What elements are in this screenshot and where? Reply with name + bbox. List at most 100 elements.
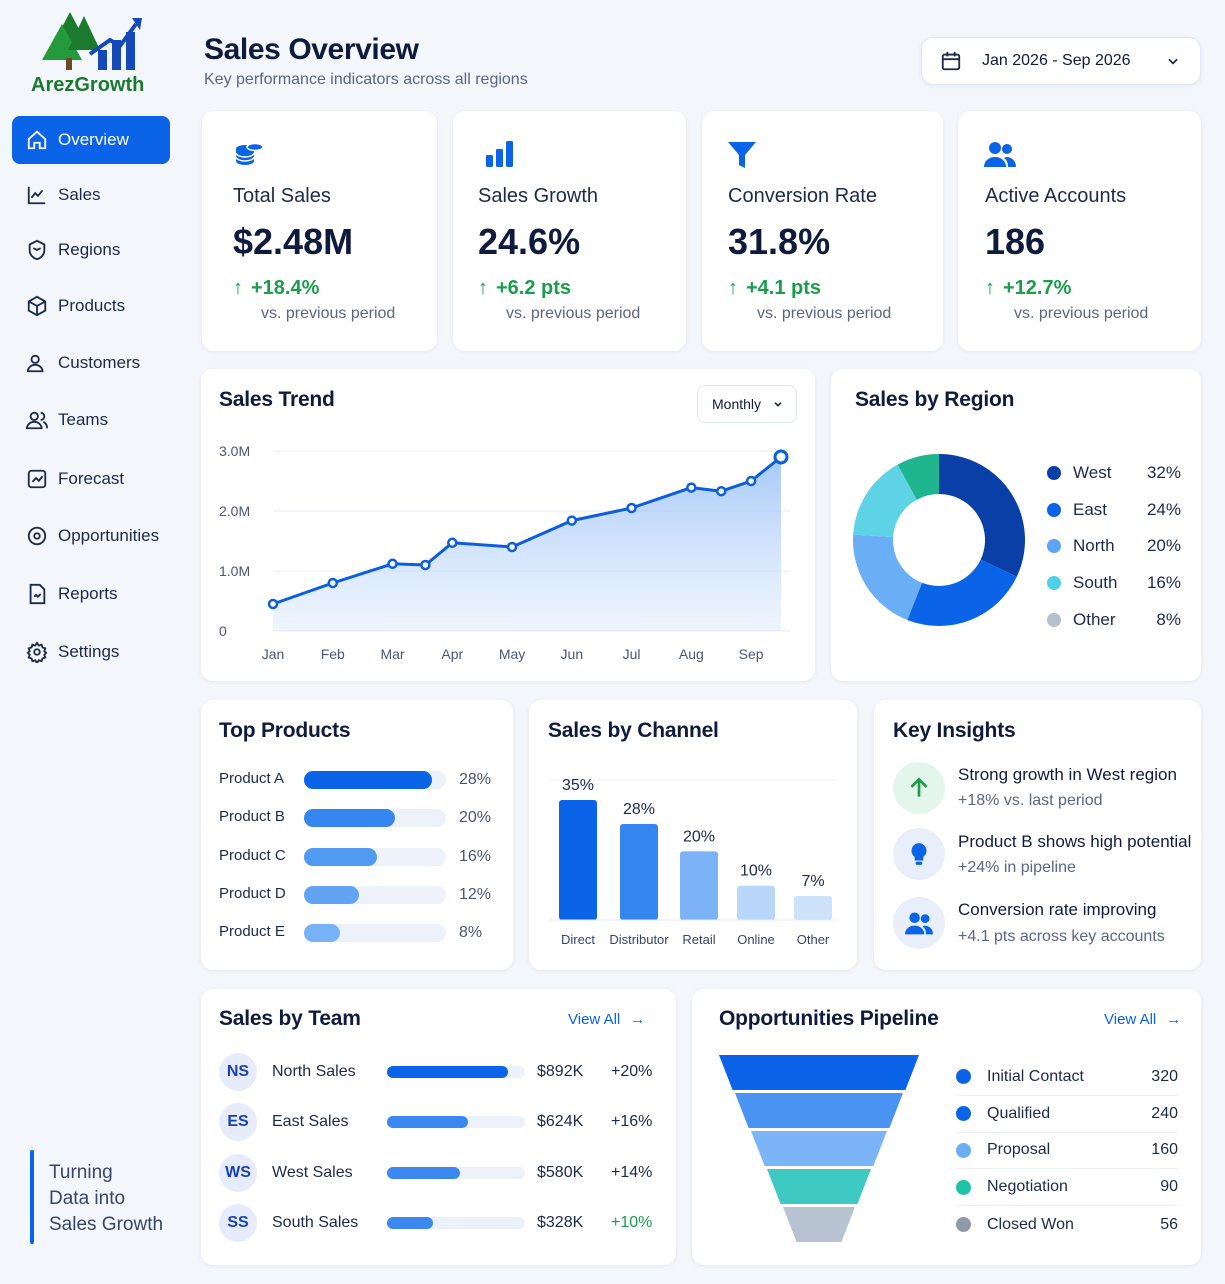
- trend-point[interactable]: [327, 577, 339, 589]
- channel-bar-distributor[interactable]: [620, 824, 658, 920]
- trend-point[interactable]: [715, 485, 727, 497]
- x-tick-label: Apr: [441, 646, 463, 662]
- legend-item: South 16%: [1047, 565, 1181, 602]
- arrow-right-icon: →: [630, 1011, 646, 1028]
- trend-point[interactable]: [626, 502, 637, 514]
- period-dropdown[interactable]: Monthly: [697, 385, 797, 423]
- kpi-card-active-accounts[interactable]: Active Accounts 186 ↑ +12.7% vs. previous…: [958, 111, 1201, 351]
- funnel-stage-0[interactable]: [719, 1055, 919, 1090]
- opportunities-pipeline-title: Opportunities Pipeline: [719, 1007, 939, 1030]
- pipeline-stage-value: 240: [1151, 1104, 1178, 1122]
- product-bar: [304, 809, 396, 828]
- team-avatar: WS: [219, 1153, 257, 1192]
- funnel-stage-1[interactable]: [735, 1093, 903, 1128]
- donut-slice-south[interactable]: [853, 464, 917, 538]
- legend-swatch: [1047, 466, 1061, 481]
- donut-slice-other[interactable]: [897, 454, 939, 500]
- insight-subtitle: +18% vs. last period: [958, 792, 1103, 809]
- trend-point[interactable]: [447, 537, 458, 549]
- sidebar-item-reports[interactable]: Reports: [12, 570, 170, 618]
- arrow-up-icon: ↑: [478, 277, 488, 299]
- arrow-right-icon: →: [1166, 1011, 1182, 1028]
- x-tick-label: Mar: [380, 646, 404, 662]
- box-icon: [27, 295, 47, 317]
- report-icon: [29, 583, 46, 605]
- date-range-picker[interactable]: Jan 2026 - Sep 2026: [921, 37, 1201, 85]
- funnel-stage-4[interactable]: [783, 1207, 855, 1242]
- sidebar-item-overview[interactable]: Overview: [12, 116, 170, 164]
- sidebar-item-teams[interactable]: Teams: [12, 396, 170, 444]
- funnel-stage-2[interactable]: [751, 1131, 887, 1166]
- sidebar-item-label: Products: [58, 296, 126, 315]
- channel-bar-retail[interactable]: [680, 851, 718, 920]
- pipeline-stage-label: Qualified: [987, 1104, 1051, 1122]
- user-icon: [26, 354, 44, 373]
- donut-slice-north[interactable]: [853, 534, 923, 620]
- donut-slice-west[interactable]: [939, 454, 1025, 577]
- product-value: 8%: [459, 924, 483, 942]
- opportunities-pipeline-card: Opportunities Pipeline View All → Initial…: [692, 989, 1201, 1265]
- target-icon: [27, 526, 47, 546]
- period-value: Monthly: [712, 396, 762, 412]
- insight-title: Product B shows high potential: [958, 832, 1192, 851]
- trend-point[interactable]: [745, 475, 757, 487]
- trend-point[interactable]: [686, 482, 697, 493]
- product-value: 16%: [459, 847, 492, 865]
- channel-value-label: 20%: [683, 828, 715, 845]
- brand-logo: [42, 12, 142, 70]
- kpi-card-total-sales[interactable]: Total Sales $2.48M ↑ +18.4% vs. previous …: [202, 111, 437, 351]
- legend-item: West 32%: [1047, 455, 1181, 492]
- channel-bar-direct[interactable]: [559, 800, 597, 920]
- legend-swatch: [956, 1106, 971, 1122]
- channel-bar-other[interactable]: [794, 896, 832, 920]
- sidebar-item-label: Sales: [58, 185, 101, 204]
- trend-icon: [27, 469, 47, 489]
- trend-point[interactable]: [506, 541, 518, 553]
- trend-point[interactable]: [387, 558, 398, 570]
- pipeline-stage-value: 320: [1151, 1067, 1178, 1085]
- pipeline-stage-label: Proposal: [987, 1141, 1051, 1159]
- funnel-stage-3[interactable]: [767, 1169, 871, 1204]
- view-all-teams-link[interactable]: View All →: [568, 1011, 645, 1028]
- sales-by-team-title: Sales by Team: [219, 1007, 361, 1030]
- sidebar-item-forecast[interactable]: Forecast: [12, 455, 170, 503]
- channel-bar-online[interactable]: [737, 885, 775, 920]
- view-all-pipeline-link[interactable]: View All →: [1104, 1011, 1181, 1028]
- top-products-card: Top Products Product A 28% Product B 20% Pro…: [201, 700, 513, 970]
- product-bar: [304, 847, 377, 866]
- legend-value: 24%: [1146, 499, 1181, 519]
- page-subtitle: Key performance indicators across all re…: [204, 71, 528, 88]
- team-amount: $892K: [537, 1063, 584, 1080]
- channel-category-label: Distributor: [609, 932, 669, 947]
- view-all-label: View All: [1104, 1011, 1157, 1028]
- sidebar-item-label: Regions: [58, 240, 121, 259]
- legend-label: South: [1073, 573, 1118, 593]
- trend-point[interactable]: [267, 598, 279, 610]
- product-label: Product E: [219, 923, 285, 941]
- sidebar-item-sales[interactable]: Sales: [12, 171, 170, 219]
- pipeline-stage-label: Closed Won: [987, 1215, 1074, 1233]
- trend-point[interactable]: [566, 515, 578, 526]
- key-insights-card: Key Insights Strong growth in West regio…: [874, 700, 1201, 970]
- tagline: Turning Data into Sales Growth: [49, 1160, 163, 1238]
- page-title: Sales Overview: [204, 33, 419, 66]
- y-tick-label: 0: [219, 623, 227, 639]
- sidebar-item-regions[interactable]: Regions: [12, 226, 170, 274]
- sidebar-item-settings[interactable]: Settings: [12, 628, 170, 676]
- sidebar-item-opportunities[interactable]: Opportunities: [12, 512, 170, 560]
- kpi-delta: ↑ +12.7%: [985, 277, 1071, 300]
- trend-point[interactable]: [773, 449, 789, 465]
- donut-slice-east[interactable]: [907, 559, 1017, 626]
- product-label: Product C: [219, 846, 286, 864]
- legend-swatch: [956, 1142, 971, 1158]
- legend-swatch: [1047, 612, 1061, 627]
- channel-value-label: 7%: [801, 873, 824, 890]
- kpi-value: 31.8%: [728, 221, 831, 262]
- sidebar-item-customers[interactable]: Customers: [12, 339, 170, 387]
- kpi-label: Conversion Rate: [728, 185, 877, 207]
- sidebar-item-products[interactable]: Products: [12, 282, 170, 330]
- y-tick-label: 3.0M: [219, 443, 250, 459]
- kpi-card-conversion-rate[interactable]: Conversion Rate 31.8% ↑ +4.1 pts vs. prev…: [702, 111, 943, 351]
- kpi-card-sales-growth[interactable]: Sales Growth 24.6% ↑ +6.2 pts vs. previou…: [453, 111, 686, 351]
- trend-point[interactable]: [420, 559, 431, 571]
